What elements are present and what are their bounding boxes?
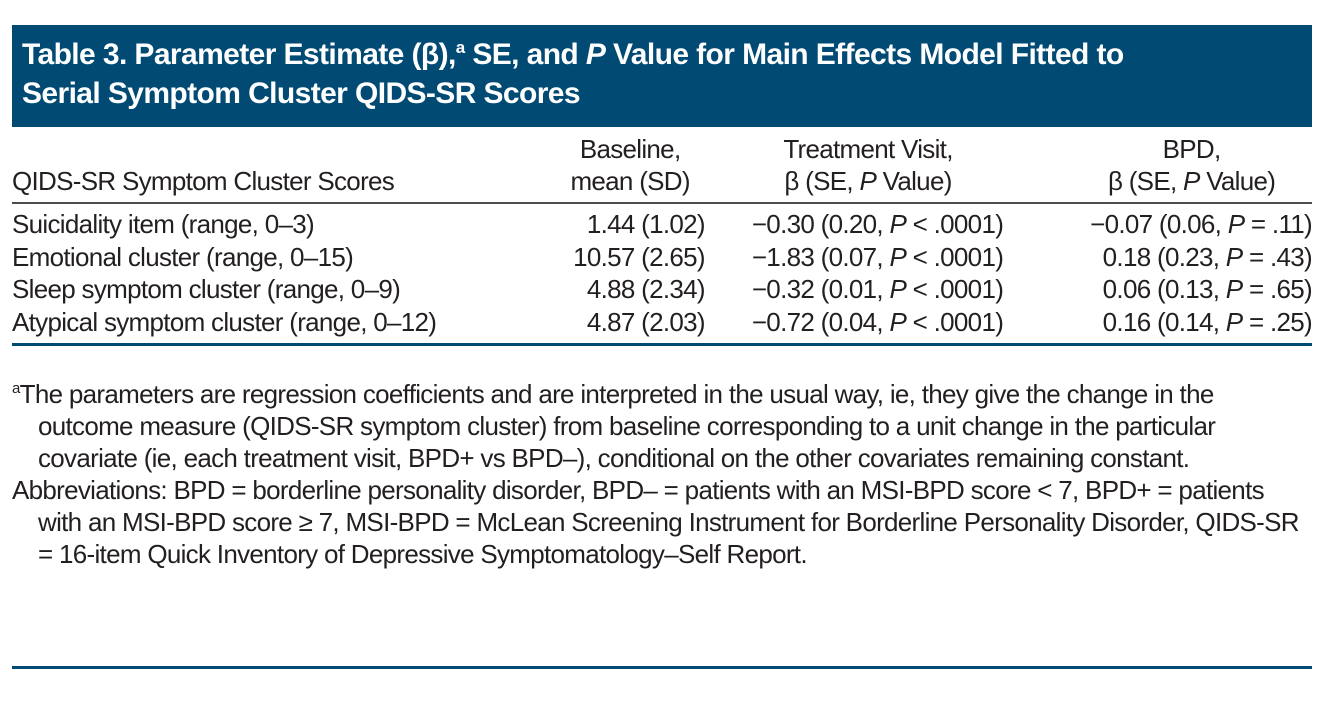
treatment-visit-cell: −0.32 (0.01, P < .0001) [705, 273, 1031, 306]
footnote-a-text: The parameters are regression coefficien… [19, 379, 1216, 473]
cell-text: < .0001) [906, 209, 1004, 240]
table-footnotes: aThe parameters are regression coefficie… [12, 378, 1312, 570]
bpd-cell: 0.16 (0.14, P = .25) [1031, 306, 1313, 345]
table-row: Sleep symptom cluster (range, 0–9) 4.88 … [12, 273, 1313, 306]
baseline-cell: 4.88 (2.34) [586, 274, 706, 305]
header-line: Baseline, [579, 134, 681, 164]
title-text: SE, and [464, 38, 586, 71]
cell-text: = .25) [1242, 306, 1313, 337]
cell-italic-p: P [1225, 274, 1243, 305]
cell-text: = .65) [1242, 274, 1313, 305]
cell-text: −0.32 (0.01, [751, 274, 890, 305]
column-header-bpd: BPD, β (SE, P Value) [1031, 131, 1312, 203]
column-header-treatment-visit: Treatment Visit, β (SE, P Value) [705, 131, 1031, 203]
title-italic-p: P [585, 38, 606, 71]
header-line: Value) [1199, 166, 1276, 196]
footnote-marker-a: a [12, 380, 20, 397]
cell-text: −0.07 (0.06, [1090, 209, 1228, 240]
header-row: QIDS-SR Symptom Cluster Scores Baseline,… [12, 131, 1312, 203]
cell-text: 0.06 (0.13, [1102, 274, 1226, 305]
row-label: Emotional cluster (range, 0–15) [12, 241, 354, 272]
header-italic-p: P [859, 166, 877, 196]
header-line: BPD, [1162, 134, 1222, 164]
cell-italic-p: P [889, 274, 907, 305]
cell-text: −0.72 (0.04, [751, 306, 890, 337]
baseline-cell: 1.44 (1.02) [586, 209, 706, 240]
baseline-cell: 4.87 (2.03) [586, 306, 706, 337]
cell-text: −0.30 (0.20, [751, 209, 890, 240]
column-header-symptom-cluster: QIDS-SR Symptom Cluster Scores [12, 166, 395, 196]
footnote-abbreviations: Abbreviations: BPD = borderline personal… [12, 475, 1300, 569]
cell-text: = .11) [1244, 209, 1313, 240]
results-table: QIDS-SR Symptom Cluster Scores Baseline,… [12, 131, 1313, 346]
row-label: Sleep symptom cluster (range, 0–9) [12, 274, 401, 305]
cell-italic-p: P [1227, 209, 1245, 240]
header-line: Value) [876, 166, 953, 196]
header-line: Treatment Visit, [783, 134, 953, 164]
treatment-visit-cell: −1.83 (0.07, P < .0001) [705, 241, 1031, 274]
table-title: Table 3. Parameter Estimate (β),a SE, an… [12, 25, 1312, 127]
header-line: mean (SD) [570, 166, 690, 196]
bottom-rule [12, 666, 1312, 669]
cell-text: < .0001) [906, 306, 1004, 337]
table-title-line-1: Table 3. Parameter Estimate (β),a SE, an… [22, 35, 1312, 74]
cell-italic-p: P [1225, 306, 1243, 337]
footnote-a: aThe parameters are regression coefficie… [12, 378, 1312, 474]
cell-italic-p: P [889, 209, 907, 240]
title-text: Value for Main Effects Model Fitted to [605, 38, 1124, 71]
baseline-cell: 10.57 (2.65) [573, 241, 706, 272]
footnote-marker-a: a [455, 38, 465, 57]
cell-italic-p: P [1225, 241, 1243, 272]
header-italic-p: P [1183, 166, 1200, 196]
row-label: Atypical symptom cluster (range, 0–12) [12, 306, 437, 337]
cell-text: −1.83 (0.07, [751, 241, 890, 272]
cell-text: < .0001) [906, 241, 1004, 272]
title-text: Table 3. Parameter Estimate (β), [22, 38, 456, 71]
row-label: Suicidality item (range, 0–3) [12, 209, 315, 240]
table-title-line-2: Serial Symptom Cluster QIDS-SR Scores [22, 77, 581, 110]
cell-text: 0.16 (0.14, [1102, 306, 1226, 337]
cell-italic-p: P [889, 241, 907, 272]
header-line: β (SE, [784, 166, 860, 196]
cell-text: 0.18 (0.23, [1102, 241, 1226, 272]
column-header-baseline: Baseline, mean (SD) [515, 131, 704, 203]
cell-text: = .43) [1242, 241, 1313, 272]
cell-italic-p: P [889, 306, 907, 337]
bpd-cell: −0.07 (0.06, P = .11) [1031, 203, 1313, 241]
table-row: Atypical symptom cluster (range, 0–12) 4… [12, 306, 1313, 345]
treatment-visit-cell: −0.30 (0.20, P < .0001) [705, 203, 1031, 241]
table-row: Suicidality item (range, 0–3) 1.44 (1.02… [12, 203, 1313, 241]
bpd-cell: 0.06 (0.13, P = .65) [1031, 273, 1313, 306]
bpd-cell: 0.18 (0.23, P = .43) [1031, 241, 1313, 274]
treatment-visit-cell: −0.72 (0.04, P < .0001) [705, 306, 1031, 345]
cell-text: < .0001) [906, 274, 1004, 305]
header-line: β (SE, [1107, 166, 1184, 196]
table-row: Emotional cluster (range, 0–15) 10.57 (2… [12, 241, 1313, 274]
